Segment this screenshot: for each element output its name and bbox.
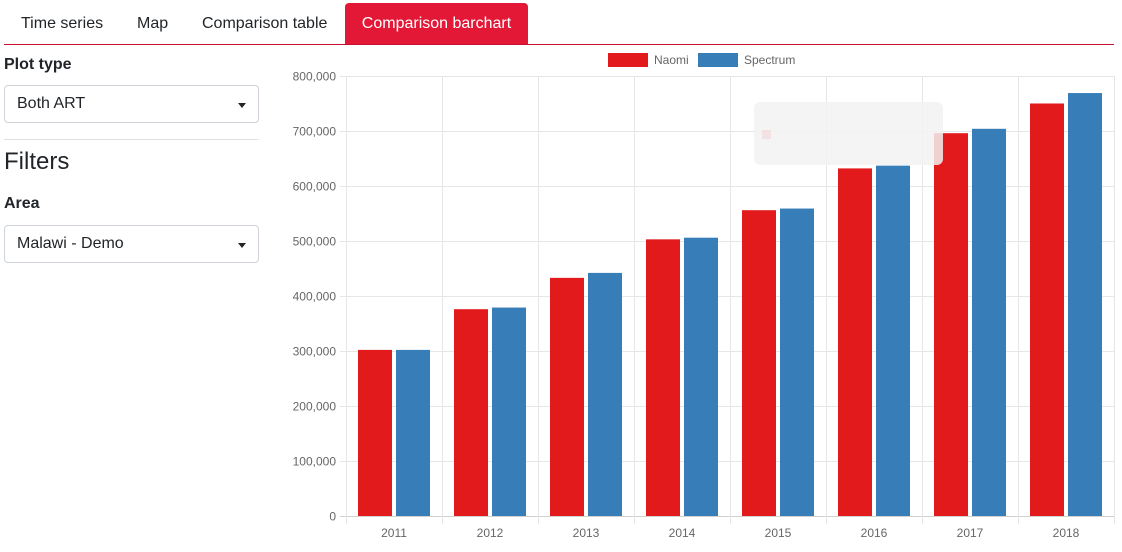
bar-naomi-2014[interactable] [646, 239, 680, 516]
tab-bar: Time series Map Comparison table Compari… [4, 0, 1114, 45]
y-tick-label: 200,000 [293, 400, 337, 414]
bar-naomi-2012[interactable] [454, 309, 488, 516]
area-select[interactable]: Malawi - Demo [4, 225, 259, 263]
bar-naomi-2017[interactable] [934, 133, 968, 516]
tab-comparison-table[interactable]: Comparison table [202, 15, 328, 32]
x-tick-label: 2013 [573, 526, 600, 540]
bar-spectrum-2017[interactable] [972, 128, 1006, 517]
bar-spectrum-2018[interactable] [1068, 93, 1102, 517]
y-tick-label: 800,000 [293, 70, 337, 84]
bar-naomi-2015[interactable] [742, 210, 776, 516]
y-tick-label: 500,000 [293, 235, 337, 249]
x-tick-label: 2016 [861, 526, 888, 540]
y-tick-label: 0 [329, 510, 336, 524]
bar-naomi-2018[interactable] [1030, 103, 1064, 517]
bar-spectrum-2015[interactable] [780, 208, 814, 517]
tab-time-series[interactable]: Time series [21, 15, 104, 32]
x-tick-label: 2014 [669, 526, 696, 540]
plot-type-value: Both ART [17, 95, 86, 112]
y-tick-label: 100,000 [293, 455, 337, 469]
divider [4, 139, 259, 140]
x-tick-label: 2017 [957, 526, 984, 540]
x-tick-label: 2011 [381, 526, 407, 540]
y-tick-label: 300,000 [293, 345, 337, 359]
area-value: Malawi - Demo [17, 235, 124, 252]
legend-swatch-naomi [608, 53, 648, 67]
legend-swatch-spectrum [698, 53, 738, 67]
bar-spectrum-2011[interactable] [396, 349, 430, 516]
legend-label-spectrum[interactable]: Spectrum [744, 53, 795, 67]
bar-spectrum-2013[interactable] [588, 272, 622, 516]
bar-spectrum-2012[interactable] [492, 307, 526, 516]
plot-type-label: Plot type [4, 56, 72, 73]
bar-naomi-2013[interactable] [550, 277, 584, 516]
plot-type-select[interactable]: Both ART [4, 85, 259, 123]
y-tick-label: 700,000 [293, 125, 337, 139]
x-tick-label: 2015 [765, 526, 792, 540]
bar-naomi-2011[interactable] [358, 349, 392, 516]
x-tick-label: 2012 [477, 526, 504, 540]
chevron-down-icon [238, 103, 246, 108]
tooltip-ghost [754, 102, 943, 165]
y-tick-label: 600,000 [293, 180, 337, 194]
legend-label-naomi[interactable]: Naomi [654, 53, 689, 67]
tab-map[interactable]: Map [137, 15, 169, 32]
area-label: Area [4, 195, 40, 212]
bar-spectrum-2016[interactable] [876, 165, 910, 516]
x-tick-label: 2018 [1053, 526, 1080, 540]
tab-comparison-barchart[interactable]: Comparison barchart [345, 3, 528, 44]
bar-spectrum-2014[interactable] [684, 237, 718, 516]
filters-heading: Filters [4, 148, 70, 175]
chevron-down-icon [238, 243, 246, 248]
bar-naomi-2016[interactable] [838, 168, 872, 516]
y-tick-label: 400,000 [293, 290, 337, 304]
